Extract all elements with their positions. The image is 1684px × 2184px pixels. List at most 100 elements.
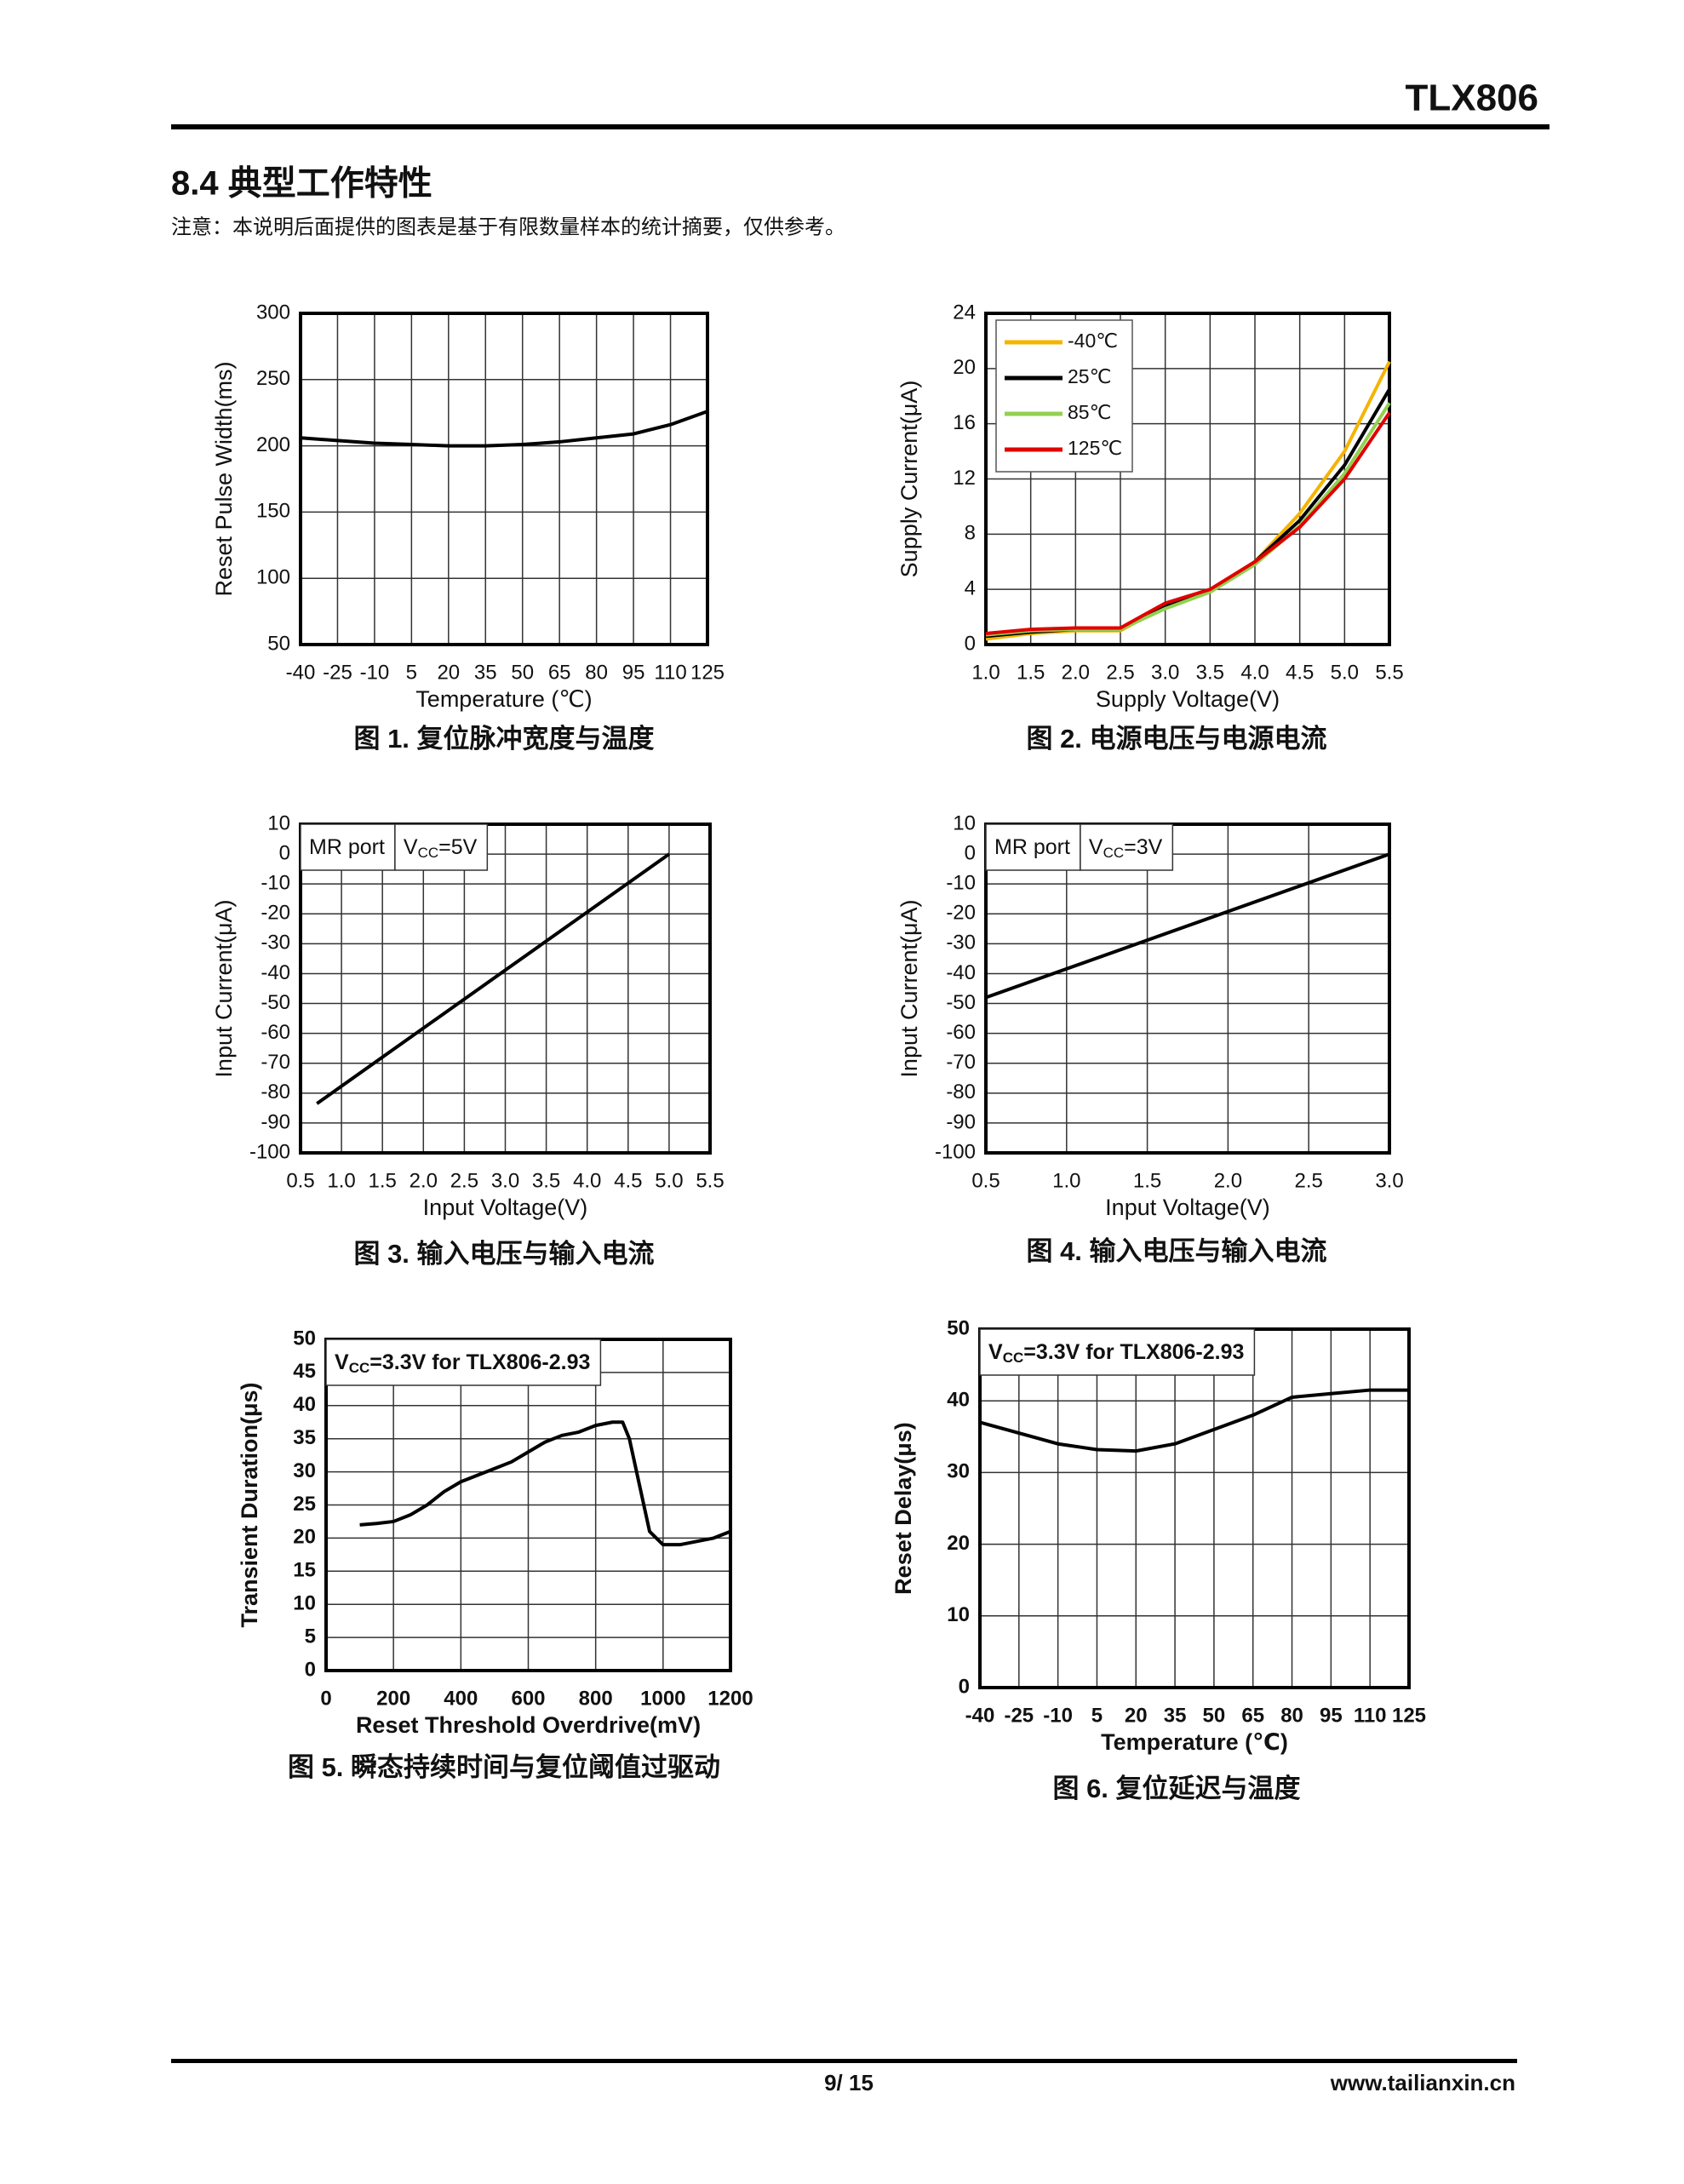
x-tick-label: -40 [286, 661, 316, 684]
y-tick-label: 10 [293, 1592, 316, 1615]
annotation-text: =5V [438, 835, 478, 859]
figure-caption: 图 4. 输入电压与输入电流 [1026, 1236, 1326, 1266]
data-line [985, 852, 1390, 1000]
plot-frame [299, 823, 712, 1155]
legend-label: 25℃ [1068, 365, 1111, 387]
y-tick-label: 45 [293, 1360, 316, 1383]
legend-label: 125℃ [1068, 437, 1122, 459]
x-axis-label: Temperature (℃) [1101, 1729, 1288, 1755]
chart: 0 200 400 600 800 1000 1200 0 5 10 15 20 25 30 35 40 45 5… [237, 1327, 753, 1782]
y-tick-label: 50 [947, 1316, 970, 1339]
y-tick-label: -100 [249, 1140, 290, 1163]
y-tick-label: -50 [261, 991, 290, 1014]
y-tick-label: -100 [935, 1140, 976, 1163]
chart: 1.0 1.5 2.0 2.5 3.0 3.5 4.0 4.5 5.0 5.5 0 4 8 12 16 20 2… [896, 301, 1404, 754]
annotation: VCC=5V [404, 835, 478, 862]
annotation: VCC=3.3V for TLX806-2.93 [335, 1350, 590, 1377]
x-tick-label: 1.5 [1017, 661, 1045, 684]
chart: -40 -25 -10 5 20 35 50 65 80 95 110 125 50 100 150 200 2… [211, 301, 725, 754]
legend-box [995, 319, 1133, 473]
annotation-text: MR port [994, 835, 1070, 859]
website: www.tailianxin.cn [1330, 2070, 1515, 2095]
x-tick-label: 2.5 [1106, 661, 1134, 684]
y-tick-label: 25 [293, 1493, 316, 1516]
figure-caption: 图 5. 瞬态持续时间与复位阈值过驱动 [288, 1752, 720, 1782]
y-tick-label: -60 [261, 1021, 290, 1044]
x-tick-label: -25 [1004, 1704, 1034, 1727]
x-tick-label: 35 [1164, 1704, 1187, 1727]
annotation-subscript: CC [349, 1360, 370, 1376]
chart: -40 -25 -10 5 20 35 50 65 80 95 110 12501020304050T… [891, 1316, 1426, 1803]
y-tick-label: -30 [261, 931, 290, 954]
annotation-text: =3V [1124, 835, 1163, 859]
y-tick-label: -70 [946, 1051, 976, 1074]
y-tick-label: -40 [261, 961, 290, 984]
y-tick-label: 5 [305, 1625, 316, 1648]
chart: 0.5 1.0 1.5 2.0 2.5 3.0-100-90-80-70-60-50-40… [896, 811, 1404, 1266]
y-tick-label: -90 [946, 1110, 976, 1133]
x-tick-label: 4.0 [573, 1169, 601, 1192]
data-line [300, 410, 708, 448]
x-tick-label: 3.5 [1196, 661, 1224, 684]
y-tick-label: 35 [293, 1426, 316, 1449]
x-tick-label: 20 [1125, 1704, 1148, 1727]
y-tick-label: -10 [261, 872, 290, 895]
data-line [359, 1420, 731, 1547]
figure-caption: 图 2. 电源电压与电源电流 [1026, 724, 1326, 754]
y-tick-label: 250 [256, 367, 290, 390]
y-tick-label: 4 [965, 577, 976, 600]
annotation: VCC=3V [1089, 835, 1163, 862]
x-tick-label: 1000 [640, 1687, 685, 1710]
header-title: TLX806 [1405, 77, 1538, 119]
y-tick-label: 150 [256, 500, 290, 523]
footer-rule [171, 2059, 1517, 2063]
x-axis-label: Supply Voltage(V) [1096, 686, 1280, 712]
x-tick-label: 1.0 [971, 661, 1000, 684]
x-tick-label: 5.5 [696, 1169, 724, 1192]
figure-caption: 图 1. 复位脉冲宽度与温度 [353, 724, 654, 754]
section-note: 注意：本说明后面提供的图表是基于有限数量样本的统计摘要，仅供参考。 [171, 215, 845, 238]
y-tick-label: 50 [293, 1327, 316, 1350]
y-tick-label: 0 [959, 1675, 970, 1698]
header-rule [171, 124, 1549, 129]
y-axis-label: Supply Current(μA) [896, 381, 922, 578]
y-tick-label: -80 [946, 1081, 976, 1103]
x-tick-label: 5 [406, 661, 417, 684]
y-axis-label: Input Current(μA) [896, 899, 922, 1077]
x-tick-label: 3.0 [1375, 1169, 1403, 1192]
y-tick-label: 50 [267, 632, 290, 655]
annotation-text: V [404, 835, 418, 859]
annotation-text: V [988, 1340, 1003, 1364]
annotation-subscript: CC [1103, 845, 1125, 861]
y-tick-label: 0 [279, 841, 290, 864]
x-tick-label: 35 [474, 661, 497, 684]
annotation-box [325, 1338, 602, 1386]
y-tick-label: -20 [261, 902, 290, 925]
y-tick-label: -30 [946, 931, 976, 954]
y-tick-label: 40 [947, 1389, 970, 1412]
annotation-text: V [335, 1350, 349, 1374]
x-tick-label: 0 [320, 1687, 331, 1710]
annotation-subscript: CC [1003, 1350, 1024, 1366]
x-tick-label: -40 [965, 1704, 995, 1727]
y-tick-label: -90 [261, 1110, 290, 1133]
x-axis-label: Reset Threshold Overdrive(mV) [356, 1712, 701, 1738]
x-tick-label: 0.5 [286, 1169, 314, 1192]
legend-label: -40℃ [1068, 330, 1118, 352]
y-tick-label: 15 [293, 1559, 316, 1582]
plot-frame [984, 312, 1391, 646]
data-line [985, 411, 1391, 636]
x-tick-label: 1200 [707, 1687, 753, 1710]
x-tick-label: 400 [444, 1687, 478, 1710]
x-tick-label: 3.0 [1151, 661, 1179, 684]
x-tick-label: 1.0 [1052, 1169, 1080, 1192]
annotation-box [394, 823, 489, 871]
data-line [979, 1388, 1409, 1453]
y-tick-label: 10 [267, 811, 290, 834]
y-tick-label: 20 [947, 1532, 970, 1555]
y-tick-label: -10 [946, 872, 976, 895]
chart: 0.5 1.0 1.5 2.0 2.5 3.0 3.5 4.0 4.5 5.0 5.5-100-90… [211, 811, 725, 1269]
annotation-text: V [1089, 835, 1103, 859]
x-tick-label: -25 [323, 661, 352, 684]
x-tick-label: 2.5 [450, 1169, 478, 1192]
